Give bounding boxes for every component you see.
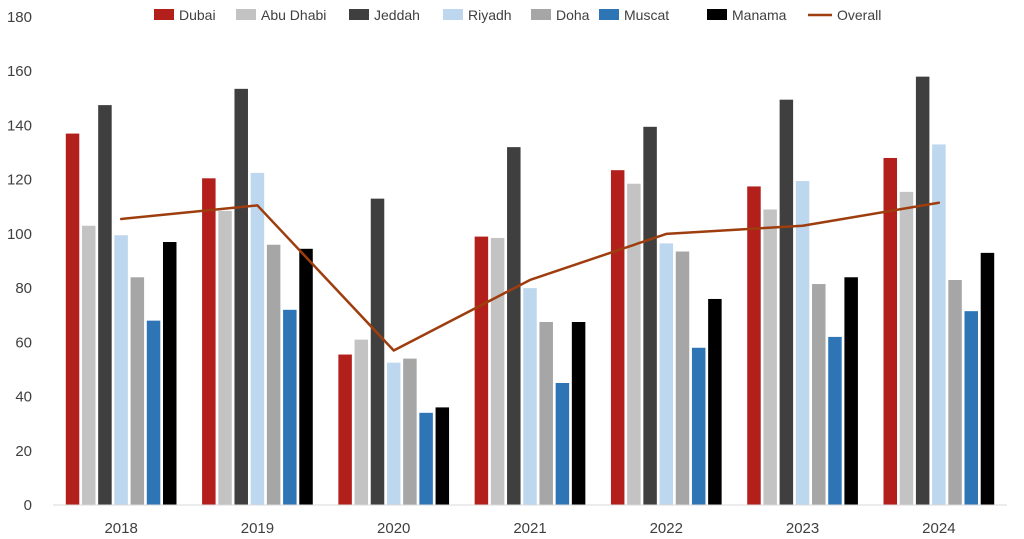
bar-manama-2021: [571, 322, 586, 505]
bar-manama-2019: [299, 248, 313, 506]
bar-jeddah-2020: [370, 198, 385, 505]
bar-abu-dhabi-2020: [354, 339, 369, 505]
bar-abu-dhabi-2019: [218, 210, 232, 505]
legend-item-doha: Doha: [531, 7, 590, 23]
bar-jeddah-2022: [643, 126, 657, 506]
bar-muscat-2021: [555, 383, 570, 505]
y-tick-label: 60: [15, 334, 32, 351]
legend-item-overall: Overall: [808, 7, 881, 23]
legend-swatch: [707, 9, 727, 20]
y-tick-label: 120: [7, 172, 32, 189]
legend-item-riyadh: Riyadh: [443, 7, 512, 23]
bar-riyadh-2019: [250, 172, 265, 505]
bar-manama-2022: [708, 298, 722, 505]
bar-muscat-2020: [419, 412, 433, 505]
bar-riyadh-2023: [795, 181, 810, 505]
legend-label: Jeddah: [374, 7, 420, 23]
y-axis: 0 20 40 60 80 100 120 140 160 180: [7, 9, 32, 514]
bar-riyadh-2021: [523, 288, 537, 505]
legend-swatch: [531, 9, 551, 20]
x-tick-label: 2018: [104, 520, 137, 537]
x-tick-label: 2024: [922, 520, 955, 537]
bar-manama-2024: [980, 252, 995, 505]
legend-label: Abu Dhabi: [261, 7, 326, 23]
legend-label: Dubai: [179, 7, 216, 23]
y-tick-label: 180: [7, 9, 32, 26]
bar-manama-2023: [844, 277, 858, 505]
x-tick-label: 2022: [650, 520, 683, 537]
bar-doha-2019: [266, 244, 281, 506]
legend-item-muscat: Muscat: [599, 7, 669, 23]
bar-muscat-2022: [691, 347, 706, 505]
legend-item-jeddah: Jeddah: [349, 7, 420, 23]
bar-abu-dhabi-2018: [81, 225, 96, 505]
bar-abu-dhabi-2021: [490, 237, 505, 505]
legend-swatch: [236, 9, 256, 20]
x-tick-label: 2021: [513, 520, 546, 537]
bar-doha-2022: [675, 251, 690, 505]
bar-doha-2021: [539, 322, 553, 505]
bar-dubai-2024: [883, 157, 898, 506]
bar-riyadh-2024: [932, 144, 946, 506]
legend-label: Manama: [732, 7, 787, 23]
overall-line: [119, 201, 941, 352]
bar-dubai-2019: [202, 178, 216, 505]
bar-abu-dhabi-2023: [763, 209, 777, 506]
bar-doha-2018: [130, 277, 145, 505]
y-tick-label: 160: [7, 63, 32, 80]
y-tick-label: 40: [15, 389, 32, 406]
legend-item-dubai: Dubai: [154, 7, 216, 23]
bar-doha-2023: [812, 284, 826, 505]
legend-item-manama: Manama: [707, 7, 787, 23]
bar-muscat-2023: [828, 336, 842, 505]
bar-doha-2020: [403, 358, 417, 505]
bar-abu-dhabi-2024: [899, 191, 914, 505]
legend-swatch: [599, 9, 619, 20]
bar-jeddah-2021: [507, 147, 521, 505]
bar-riyadh-2020: [386, 362, 401, 505]
legend-swatch: [154, 9, 174, 20]
x-tick-label: 2023: [786, 520, 819, 537]
bar-muscat-2018: [146, 320, 161, 505]
legend-swatch: [349, 9, 369, 20]
legend-label: Overall: [837, 7, 881, 23]
bar-dubai-2022: [610, 170, 625, 505]
bar-riyadh-2022: [659, 243, 674, 505]
bar-muscat-2019: [283, 309, 297, 505]
legend-label: Muscat: [624, 7, 669, 23]
bar-jeddah-2023: [779, 99, 794, 505]
y-tick-label: 0: [24, 497, 32, 514]
bar-dubai-2020: [338, 354, 352, 505]
bar-jeddah-2018: [98, 105, 112, 506]
y-tick-label: 140: [7, 117, 32, 134]
line-overall: [119, 201, 941, 352]
legend-item-abu-dhabi: Abu Dhabi: [236, 7, 326, 23]
x-axis: 2018 2019 2020 2021 2022 2023 2024: [104, 520, 955, 537]
bar-dubai-2021: [474, 236, 489, 505]
bar-jeddah-2024: [915, 76, 930, 505]
legend-swatch: [443, 9, 463, 20]
bar-muscat-2024: [964, 311, 979, 505]
y-tick-label: 80: [15, 280, 32, 297]
x-tick-label: 2020: [377, 520, 410, 537]
y-tick-label: 100: [7, 226, 32, 243]
bar-riyadh-2018: [114, 235, 128, 506]
bar-dubai-2018: [65, 133, 80, 505]
bar-manama-2020: [435, 407, 450, 505]
bars: [65, 76, 995, 506]
bar-jeddah-2019: [234, 88, 248, 505]
bar-abu-dhabi-2022: [627, 183, 641, 506]
bar-dubai-2023: [747, 186, 761, 505]
x-tick-label: 2019: [241, 520, 274, 537]
legend: Dubai Abu Dhabi Jeddah Riyadh Doha Muscat Mana…: [154, 7, 881, 23]
bar-doha-2024: [948, 279, 962, 505]
y-tick-label: 20: [15, 443, 32, 460]
legend-label: Riyadh: [468, 7, 512, 23]
bar-manama-2018: [162, 242, 177, 505]
legend-label: Doha: [556, 7, 590, 23]
